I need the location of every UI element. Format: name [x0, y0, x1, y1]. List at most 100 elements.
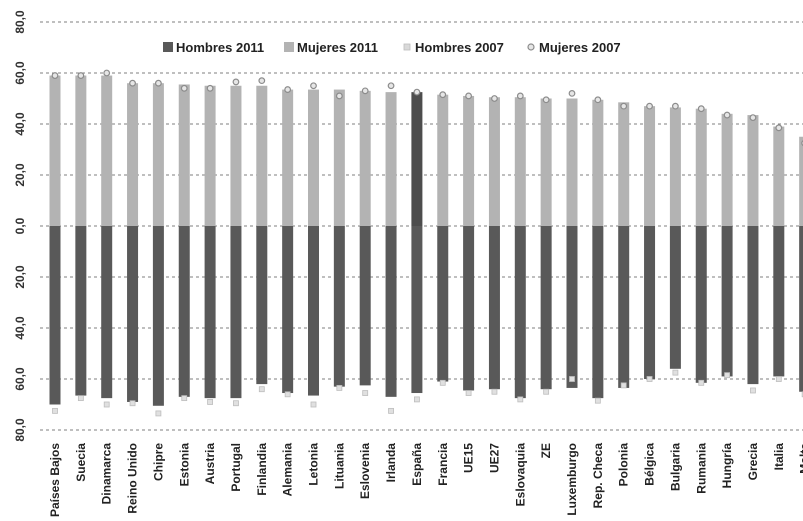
- legend-label: Mujeres 2011: [297, 40, 378, 55]
- y-tick-label: 60,0: [13, 367, 27, 391]
- bar-hombres-2011: [644, 226, 656, 379]
- bar-mujeres-2011: [127, 83, 139, 226]
- x-category-label: Eslovenia: [358, 443, 372, 499]
- marker-mujeres-2007: [542, 96, 550, 104]
- marker-hombres-2007: [491, 388, 498, 395]
- bar-mujeres-2011: [488, 97, 500, 226]
- bar-mujeres-2011: [333, 89, 345, 226]
- bar-hombres-2011: [359, 226, 371, 386]
- bar-mujeres-2011: [695, 108, 707, 226]
- marker-hombres-2007: [569, 376, 575, 382]
- marker-mujeres-2007: [594, 96, 602, 104]
- marker-hombres-2007: [336, 385, 343, 391]
- marker-mujeres-2007: [77, 72, 85, 79]
- marker-mujeres-2007: [129, 79, 136, 87]
- bar-hombres-2011: [799, 226, 803, 392]
- bar-hombres-2011: [230, 226, 242, 399]
- marker-hombres-2007: [181, 395, 188, 402]
- marker-hombres-2007: [129, 400, 136, 407]
- bar-mujeres-2011: [463, 95, 475, 226]
- x-category-label: Bulgaria: [668, 443, 682, 491]
- legend-label: Hombres 2011: [176, 40, 264, 55]
- marker-mujeres-2007: [749, 114, 757, 122]
- marker-mujeres-2007: [103, 69, 111, 77]
- bar-mujeres-2011: [592, 99, 604, 226]
- bar-hombres-2011: [618, 226, 630, 388]
- bar-hombres-2011: [127, 226, 139, 402]
- markers-2007: [51, 69, 803, 417]
- bar-hombres-2011: [411, 226, 423, 394]
- marker-hombres-2007: [465, 390, 472, 396]
- marker-hombres-2007: [750, 387, 756, 394]
- bar-mujeres-2011: [566, 98, 578, 226]
- y-tick-label: 20,0: [13, 265, 27, 289]
- marker-mujeres-2007: [491, 95, 498, 102]
- y-tick-label: 20,0: [13, 163, 27, 187]
- x-category-label: Rep. Checa: [591, 443, 605, 509]
- x-category-label: UE15: [462, 443, 476, 473]
- x-category-label: Países Bajos: [48, 443, 62, 517]
- bar-hombres-2011: [695, 226, 707, 383]
- x-category-label: Lituania: [332, 443, 346, 489]
- marker-hombres-2007: [77, 395, 84, 402]
- marker-mujeres-2007: [723, 111, 731, 119]
- bar-mujeres-2011: [437, 94, 449, 226]
- bar-hombres-2011: [152, 226, 164, 406]
- marker-mujeres-2007: [516, 92, 524, 100]
- marker-mujeres-2007: [258, 77, 266, 85]
- bar-mujeres-2011: [75, 75, 87, 226]
- bar-mujeres-2011: [308, 89, 319, 226]
- bar-mujeres-2011: [644, 106, 656, 226]
- x-category-label: ZE: [539, 443, 553, 458]
- marker-hombres-2007: [310, 401, 317, 408]
- bar-mujeres-2011: [152, 83, 164, 226]
- bars: [49, 75, 803, 406]
- gridlines: [40, 21, 803, 431]
- bar-mujeres-2011: [282, 89, 294, 226]
- bar-hombres-2011: [385, 226, 397, 397]
- marker-hombres-2007: [103, 401, 110, 408]
- bar-mujeres-2011: [49, 75, 61, 226]
- marker-hombres-2007: [233, 400, 239, 407]
- x-category-label: Reino Unido: [126, 443, 140, 514]
- marker-mujeres-2007: [439, 91, 447, 99]
- bar-hombres-2011: [256, 226, 268, 385]
- x-category-label: España: [410, 443, 424, 486]
- x-category-label: Portugal: [229, 443, 243, 492]
- x-axis-category-labels: Países Bajos Suecia Dinamarca Reino Unido Ch…: [48, 443, 803, 517]
- x-category-label: Finlandia: [255, 443, 269, 496]
- marker-hombres-2007: [672, 369, 679, 376]
- bar-hombres-2011: [514, 226, 526, 399]
- bar-hombres-2011: [282, 226, 294, 394]
- marker-mujeres-2007: [310, 82, 317, 90]
- marker-hombres-2007: [620, 382, 627, 389]
- bar-mujeres-2011: [230, 85, 242, 226]
- marker-mujeres-2007: [206, 84, 214, 92]
- bar-mujeres-2011: [747, 115, 759, 226]
- bar-hombres-2011: [49, 226, 61, 405]
- marker-mujeres-2007: [284, 86, 292, 93]
- marker-mujeres-2007: [413, 88, 421, 96]
- legend: Hombres 2011 Mujeres 2011 Hombres 2007 Muje…: [163, 40, 621, 55]
- y-tick-label: 80,0: [13, 10, 27, 34]
- marker-hombres-2007: [775, 376, 782, 382]
- bar-hombres-2011: [721, 226, 733, 377]
- y-tick-label: 80,0: [13, 418, 27, 442]
- marker-hombres-2007: [155, 410, 162, 417]
- marker-hombres-2007: [698, 379, 705, 386]
- bar-mujeres-2011: [359, 90, 371, 226]
- legend-label: Mujeres 2007: [539, 40, 621, 55]
- marker-mujeres-2007: [775, 124, 783, 132]
- x-category-label: Suecia: [74, 443, 88, 482]
- legend-swatch: [403, 43, 411, 51]
- bar-mujeres-2011: [256, 85, 268, 226]
- y-axis-tick-labels: 80,0 60,0 40,0 20,0 0,0 20,0 40,0 60,0 80,0: [13, 10, 27, 442]
- marker-hombres-2007: [594, 397, 601, 404]
- bar-hombres-2011: [178, 226, 190, 397]
- marker-hombres-2007: [207, 399, 214, 405]
- marker-mujeres-2007: [361, 87, 369, 95]
- bar-hombres-2011: [773, 226, 785, 377]
- bar-mujeres-2011: [669, 107, 681, 226]
- y-tick-label: 60,0: [13, 61, 27, 85]
- marker-hombres-2007: [517, 396, 524, 403]
